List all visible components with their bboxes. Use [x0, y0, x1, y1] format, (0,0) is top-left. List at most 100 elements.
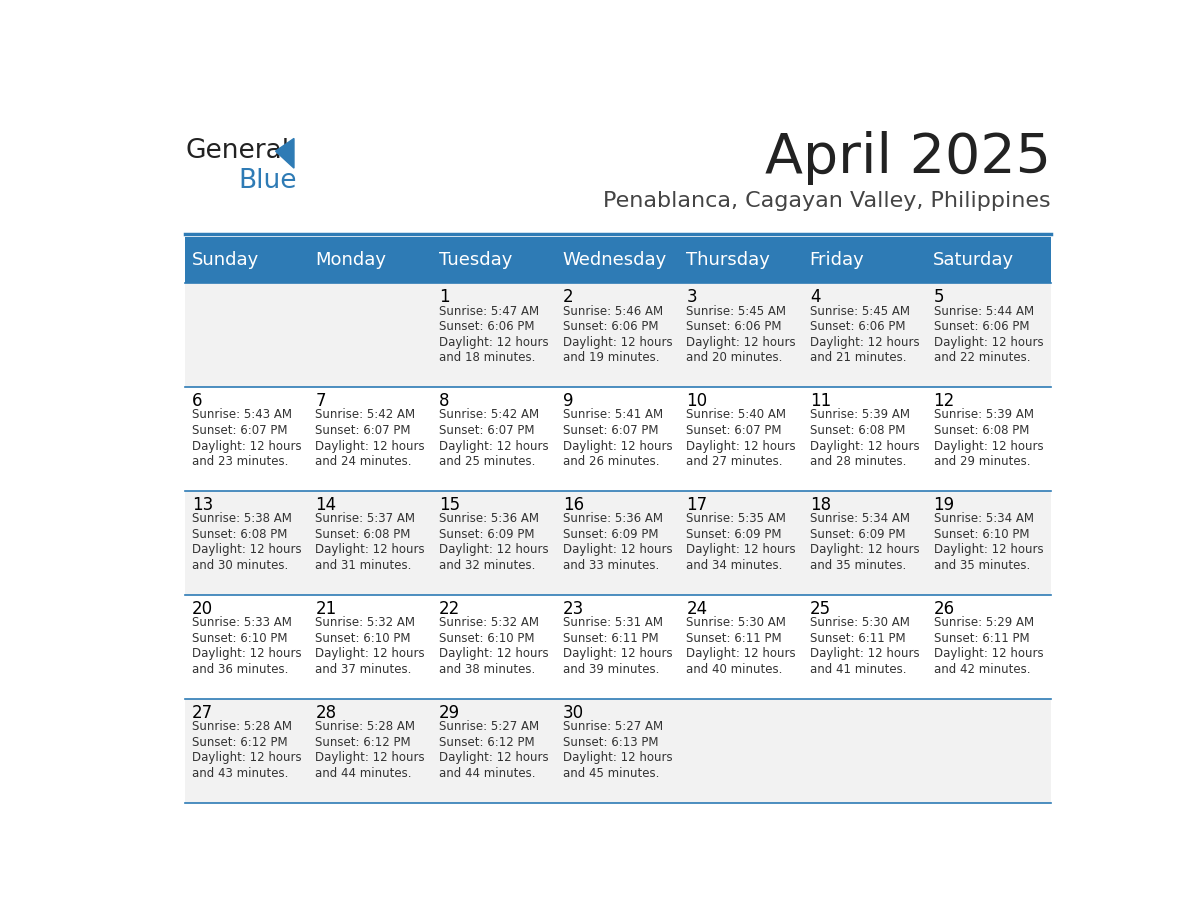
Text: Daylight: 12 hours: Daylight: 12 hours: [934, 647, 1043, 660]
Text: Sunset: 6:11 PM: Sunset: 6:11 PM: [563, 632, 658, 644]
Text: Sunset: 6:11 PM: Sunset: 6:11 PM: [934, 632, 1029, 644]
Text: 11: 11: [810, 392, 832, 410]
Text: Sunset: 6:07 PM: Sunset: 6:07 PM: [440, 424, 535, 437]
Text: and 19 minutes.: and 19 minutes.: [563, 352, 659, 364]
Text: Sunrise: 5:36 AM: Sunrise: 5:36 AM: [440, 512, 539, 525]
Text: 18: 18: [810, 496, 832, 514]
Text: Sunrise: 5:39 AM: Sunrise: 5:39 AM: [934, 409, 1034, 421]
Text: 6: 6: [191, 392, 202, 410]
Text: and 42 minutes.: and 42 minutes.: [934, 663, 1030, 676]
Text: Sunrise: 5:40 AM: Sunrise: 5:40 AM: [687, 409, 786, 421]
Text: Sunset: 6:07 PM: Sunset: 6:07 PM: [687, 424, 782, 437]
Text: and 18 minutes.: and 18 minutes.: [440, 352, 536, 364]
Text: Daylight: 12 hours: Daylight: 12 hours: [563, 440, 672, 453]
Text: Daylight: 12 hours: Daylight: 12 hours: [440, 543, 549, 556]
Text: Sunset: 6:11 PM: Sunset: 6:11 PM: [687, 632, 782, 644]
Text: 17: 17: [687, 496, 707, 514]
Text: Sunrise: 5:47 AM: Sunrise: 5:47 AM: [440, 305, 539, 318]
Text: Sunset: 6:12 PM: Sunset: 6:12 PM: [315, 735, 411, 749]
Text: Sunset: 6:08 PM: Sunset: 6:08 PM: [934, 424, 1029, 437]
Text: Daylight: 12 hours: Daylight: 12 hours: [934, 440, 1043, 453]
Text: Sunrise: 5:44 AM: Sunrise: 5:44 AM: [934, 305, 1034, 318]
Text: 13: 13: [191, 496, 213, 514]
Text: 29: 29: [440, 704, 460, 722]
Text: Sunrise: 5:27 AM: Sunrise: 5:27 AM: [563, 721, 663, 733]
Text: Sunday: Sunday: [191, 252, 259, 269]
Text: Sunrise: 5:32 AM: Sunrise: 5:32 AM: [315, 616, 416, 629]
Text: April 2025: April 2025: [765, 131, 1051, 185]
Text: 12: 12: [934, 392, 955, 410]
Text: Sunset: 6:09 PM: Sunset: 6:09 PM: [687, 528, 782, 541]
Text: and 38 minutes.: and 38 minutes.: [440, 663, 536, 676]
Text: 24: 24: [687, 600, 707, 618]
Text: and 44 minutes.: and 44 minutes.: [315, 767, 412, 779]
Text: Daylight: 12 hours: Daylight: 12 hours: [315, 440, 425, 453]
Text: 27: 27: [191, 704, 213, 722]
Text: Daylight: 12 hours: Daylight: 12 hours: [563, 543, 672, 556]
Text: Penablanca, Cagayan Valley, Philippines: Penablanca, Cagayan Valley, Philippines: [604, 192, 1051, 211]
Text: Daylight: 12 hours: Daylight: 12 hours: [687, 543, 796, 556]
Bar: [185, 595, 1051, 699]
Text: and 24 minutes.: and 24 minutes.: [315, 455, 412, 468]
Polygon shape: [276, 139, 293, 168]
Text: and 35 minutes.: and 35 minutes.: [934, 559, 1030, 572]
Text: Sunset: 6:11 PM: Sunset: 6:11 PM: [810, 632, 905, 644]
Text: Daylight: 12 hours: Daylight: 12 hours: [810, 336, 920, 349]
Text: and 20 minutes.: and 20 minutes.: [687, 352, 783, 364]
Text: Daylight: 12 hours: Daylight: 12 hours: [440, 440, 549, 453]
Text: Sunrise: 5:34 AM: Sunrise: 5:34 AM: [934, 512, 1034, 525]
Text: and 31 minutes.: and 31 minutes.: [315, 559, 412, 572]
Text: Daylight: 12 hours: Daylight: 12 hours: [315, 647, 425, 660]
Text: Daylight: 12 hours: Daylight: 12 hours: [810, 647, 920, 660]
Text: Sunset: 6:10 PM: Sunset: 6:10 PM: [934, 528, 1029, 541]
Text: Sunrise: 5:41 AM: Sunrise: 5:41 AM: [563, 409, 663, 421]
Text: 15: 15: [440, 496, 460, 514]
Text: Daylight: 12 hours: Daylight: 12 hours: [563, 647, 672, 660]
Text: and 39 minutes.: and 39 minutes.: [563, 663, 659, 676]
Text: and 29 minutes.: and 29 minutes.: [934, 455, 1030, 468]
Bar: [185, 238, 309, 284]
Text: Daylight: 12 hours: Daylight: 12 hours: [191, 543, 302, 556]
Text: and 28 minutes.: and 28 minutes.: [810, 455, 906, 468]
Text: Daylight: 12 hours: Daylight: 12 hours: [563, 751, 672, 765]
Text: Sunrise: 5:33 AM: Sunrise: 5:33 AM: [191, 616, 291, 629]
Bar: [803, 238, 927, 284]
Text: 23: 23: [563, 600, 584, 618]
Text: and 32 minutes.: and 32 minutes.: [440, 559, 536, 572]
Text: Blue: Blue: [239, 168, 297, 194]
Text: 5: 5: [934, 288, 944, 307]
Text: Sunset: 6:06 PM: Sunset: 6:06 PM: [563, 320, 658, 333]
Text: Sunrise: 5:42 AM: Sunrise: 5:42 AM: [440, 409, 539, 421]
Text: Sunrise: 5:28 AM: Sunrise: 5:28 AM: [191, 721, 292, 733]
Text: 30: 30: [563, 704, 583, 722]
Text: Sunrise: 5:36 AM: Sunrise: 5:36 AM: [563, 512, 663, 525]
Text: and 25 minutes.: and 25 minutes.: [440, 455, 536, 468]
Text: and 23 minutes.: and 23 minutes.: [191, 455, 289, 468]
Text: 28: 28: [315, 704, 336, 722]
Text: 8: 8: [440, 392, 449, 410]
Text: Daylight: 12 hours: Daylight: 12 hours: [191, 647, 302, 660]
Text: Daylight: 12 hours: Daylight: 12 hours: [191, 440, 302, 453]
Text: Sunrise: 5:39 AM: Sunrise: 5:39 AM: [810, 409, 910, 421]
Text: Thursday: Thursday: [685, 252, 770, 269]
Text: Daylight: 12 hours: Daylight: 12 hours: [810, 543, 920, 556]
Text: Monday: Monday: [315, 252, 386, 269]
Text: Daylight: 12 hours: Daylight: 12 hours: [191, 751, 302, 765]
Text: Sunrise: 5:31 AM: Sunrise: 5:31 AM: [563, 616, 663, 629]
Text: 21: 21: [315, 600, 336, 618]
Text: 9: 9: [563, 392, 573, 410]
Text: Daylight: 12 hours: Daylight: 12 hours: [315, 751, 425, 765]
Text: Friday: Friday: [810, 252, 865, 269]
Text: Daylight: 12 hours: Daylight: 12 hours: [934, 543, 1043, 556]
Text: Daylight: 12 hours: Daylight: 12 hours: [440, 751, 549, 765]
Text: Sunset: 6:08 PM: Sunset: 6:08 PM: [315, 528, 411, 541]
Bar: [185, 699, 1051, 803]
Text: Sunrise: 5:38 AM: Sunrise: 5:38 AM: [191, 512, 291, 525]
Text: 26: 26: [934, 600, 955, 618]
Text: Sunset: 6:06 PM: Sunset: 6:06 PM: [934, 320, 1029, 333]
Text: Sunrise: 5:32 AM: Sunrise: 5:32 AM: [440, 616, 539, 629]
Text: and 37 minutes.: and 37 minutes.: [315, 663, 412, 676]
Text: Sunrise: 5:37 AM: Sunrise: 5:37 AM: [315, 512, 416, 525]
Text: 14: 14: [315, 496, 336, 514]
Text: Sunset: 6:10 PM: Sunset: 6:10 PM: [440, 632, 535, 644]
